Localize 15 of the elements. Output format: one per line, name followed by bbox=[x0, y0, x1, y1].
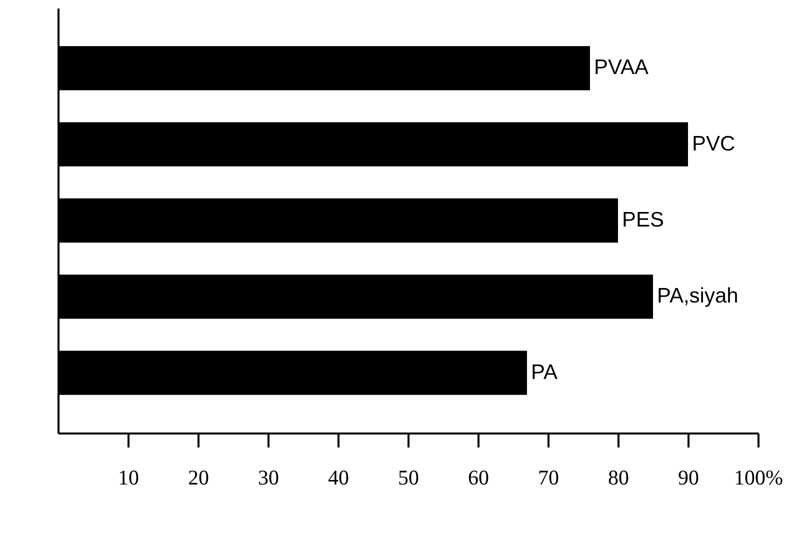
y-tick-label: PVAA bbox=[594, 56, 648, 80]
x-tick-label: 50 bbox=[398, 466, 419, 490]
y-tick-label: PES bbox=[622, 208, 664, 232]
x-tick-label: 30 bbox=[258, 466, 279, 490]
y-tick-label: PA,siyah bbox=[657, 284, 738, 308]
x-tick-label: 100% bbox=[734, 466, 783, 490]
x-tick-label: 40 bbox=[328, 466, 349, 490]
x-tick-label: 80 bbox=[608, 466, 629, 490]
y-tick-label: PA bbox=[531, 360, 558, 384]
x-tick-label: 10 bbox=[118, 466, 139, 490]
x-tick-label: 20 bbox=[188, 466, 209, 490]
y-tick-label: PVC bbox=[692, 132, 736, 156]
x-tick-label: 70 bbox=[538, 466, 559, 490]
x-tick-label: 90 bbox=[678, 466, 699, 490]
x-tick-label: 60 bbox=[468, 466, 489, 490]
